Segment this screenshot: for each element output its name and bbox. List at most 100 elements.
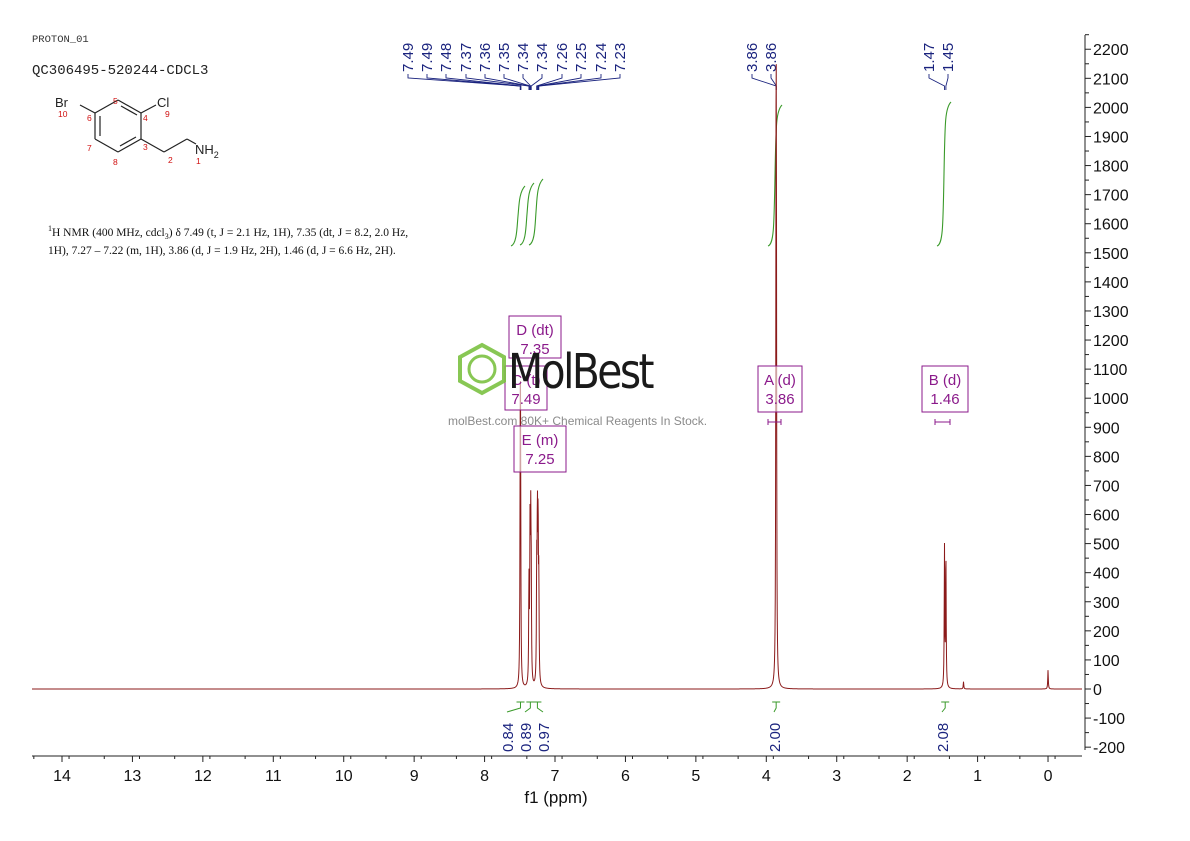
bromine-atom-label: Br (55, 95, 69, 110)
multiplet-boxes: D (dt) 7.35 C (t) 7.49 E (m) 7.25 A (d) 3.86 B (… (504, 315, 969, 473)
peak-label-connector (945, 74, 949, 90)
multiplet-box (757, 365, 803, 413)
x-tick-label: 13 (124, 768, 142, 785)
x-tick-label: 14 (53, 768, 71, 785)
x-tick-label: 2 (903, 768, 912, 785)
peak-label-connector (538, 74, 621, 90)
y-tick-label: 900 (1093, 420, 1120, 437)
integral-curve (936, 101, 952, 247)
y-tick-label: 1500 (1093, 246, 1129, 263)
y-tick-label: 600 (1093, 508, 1120, 525)
multiplet-label: B (d) (929, 372, 962, 389)
peak-shift-label: 7.36 (477, 43, 494, 72)
atom-number: 5 (113, 96, 118, 106)
x-tick-label: 11 (265, 768, 282, 785)
atom-number: 10 (58, 109, 68, 119)
integral-labels: 0.84 0.89 0.97 2.00 2.08 (500, 701, 952, 752)
multiplet-shift: 7.49 (511, 391, 540, 408)
peak-label-connector (536, 74, 582, 90)
x-tick-label: 5 (691, 768, 700, 785)
peak-shift-label: 7.34 (534, 43, 551, 72)
y-tick-label: 300 (1093, 595, 1120, 612)
experiment-name: PROTON_01 (32, 34, 89, 46)
multiplet-box (513, 425, 567, 473)
integral-value: 0.89 (518, 723, 535, 752)
amine-label: NH2 (195, 142, 219, 160)
x-tick-label: 7 (551, 768, 560, 785)
y-tick-label: 1000 (1093, 391, 1129, 408)
peak-shift-label: 1.45 (940, 43, 957, 72)
peak-label-connector (522, 74, 532, 90)
x-tick-label: 3 (832, 768, 841, 785)
integral-bracket (772, 701, 781, 713)
atom-number: 3 (143, 142, 148, 152)
peak-label-connector (751, 74, 777, 90)
atom-number: 8 (113, 157, 118, 167)
y-tick-label: 2200 (1093, 42, 1129, 59)
multiplet-shift: 1.46 (930, 391, 959, 408)
watermark-brand: MolBest (508, 344, 655, 400)
peak-label-connector (445, 74, 522, 90)
sample-id: QC306495-520244-CDCL3 (32, 63, 208, 79)
chlorine-atom-label: Cl (157, 95, 169, 110)
peak-shift-label: 1.47 (921, 43, 938, 72)
y-tick-label: 2100 (1093, 71, 1129, 88)
y-tick-label: 800 (1093, 449, 1120, 466)
multiplet-label: C (t) (511, 372, 540, 389)
peak-shift-label: 7.37 (458, 43, 475, 72)
y-tick-label: 100 (1093, 653, 1120, 670)
multiplet-range-bar (767, 419, 782, 425)
multiplet-shift: 7.25 (525, 451, 554, 468)
x-tick-label: 12 (194, 768, 212, 785)
peak-label-connector (465, 74, 530, 90)
integral-bracket (524, 701, 535, 713)
spectrum-trace (32, 64, 1082, 690)
multiplet-shift: 3.86 (765, 391, 794, 408)
peak-label-connector (503, 74, 531, 90)
atom-number: 6 (87, 113, 92, 123)
x-tick-label: 0 (1044, 768, 1053, 785)
y-tick-label: -100 (1093, 711, 1125, 728)
atom-number: 7 (87, 143, 92, 153)
y-tick-label: 700 (1093, 478, 1120, 495)
peak-label-connector (537, 74, 602, 90)
peak-shift-label: 7.34 (515, 43, 532, 72)
y-tick-label: 1800 (1093, 159, 1129, 176)
y-tick-label: 1900 (1093, 129, 1129, 146)
peak-shift-label: 7.49 (400, 43, 417, 72)
multiplet-box (504, 365, 548, 411)
peak-shift-label: 3.86 (744, 43, 761, 72)
peak-shift-label: 7.49 (419, 43, 436, 72)
integral-curve (519, 182, 535, 246)
atom-numbers: 1 2 3 4 5 6 7 8 9 10 (58, 96, 201, 167)
y-tick-label: 1600 (1093, 217, 1129, 234)
peak-shift-label: 7.24 (593, 43, 610, 72)
y-tick-label: 1200 (1093, 333, 1129, 350)
integral-value: 0.97 (536, 723, 553, 752)
integral-bracket (506, 701, 525, 713)
multiplet-range-bar (934, 419, 951, 425)
x-tick-label: 10 (335, 768, 353, 785)
x-tick-label: 9 (410, 768, 419, 785)
peak-shift-label: 7.25 (573, 43, 590, 72)
integral-bracket (941, 701, 950, 713)
peak-label-connector (530, 74, 543, 90)
molbest-logo-icon (458, 342, 506, 396)
peak-shift-label: 7.48 (438, 43, 455, 72)
peak-label-connector (928, 74, 945, 90)
integral-value: 2.08 (935, 723, 952, 752)
nmr-description: 1H NMR (400 MHz, cdcl3) δ 7.49 (t, J = 2… (48, 224, 409, 258)
multiplet-label: A (d) (764, 372, 796, 389)
multiplet-box (921, 365, 969, 413)
x-tick-label: 1 (973, 768, 982, 785)
x-tick-label: 4 (762, 768, 771, 785)
atom-number: 4 (143, 113, 148, 123)
y-tick-label: 1100 (1093, 362, 1128, 379)
watermark-tagline: molBest.com 80K+ Chemical Reagents In St… (448, 414, 708, 428)
integral-value: 2.00 (767, 723, 784, 752)
chemical-structure (79, 99, 197, 153)
x-axis-ticks: 14 13 12 11 10 9 8 7 6 5 4 3 2 1 0 (33, 756, 1056, 785)
multiplet-label: E (m) (522, 432, 559, 449)
integral-curve (528, 178, 544, 246)
y-tick-label: 1400 (1093, 275, 1129, 292)
